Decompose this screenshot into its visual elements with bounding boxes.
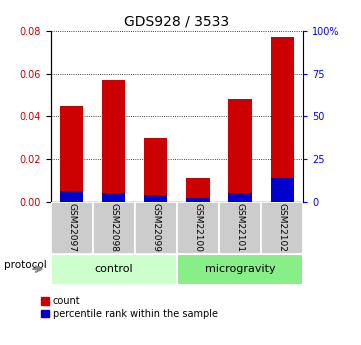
Bar	[93, 202, 135, 254]
Text: microgravity: microgravity	[205, 264, 275, 274]
Bar	[177, 254, 303, 285]
Bar	[186, 198, 209, 202]
Bar	[51, 202, 93, 254]
Text: GSM22100: GSM22100	[193, 203, 203, 252]
Bar	[60, 191, 83, 202]
Text: GSM22101: GSM22101	[236, 203, 244, 252]
Bar	[229, 99, 252, 202]
Bar	[144, 195, 168, 202]
Text: protocol: protocol	[4, 260, 47, 270]
Text: control: control	[95, 264, 133, 274]
Title: GDS928 / 3533: GDS928 / 3533	[124, 14, 230, 29]
Bar	[177, 202, 219, 254]
Bar	[102, 80, 125, 202]
Bar	[186, 178, 209, 202]
Bar	[229, 193, 252, 202]
Text: GSM22098: GSM22098	[109, 203, 118, 252]
Bar	[60, 106, 83, 202]
Bar	[261, 202, 303, 254]
Bar	[102, 193, 125, 202]
Bar	[135, 202, 177, 254]
Bar	[51, 254, 177, 285]
Legend: count, percentile rank within the sample: count, percentile rank within the sample	[41, 296, 218, 319]
Text: GSM22097: GSM22097	[67, 203, 76, 252]
Bar	[271, 178, 294, 202]
Bar	[271, 38, 294, 202]
Text: GSM22102: GSM22102	[278, 203, 287, 252]
Text: GSM22099: GSM22099	[151, 203, 160, 252]
Bar	[144, 138, 168, 202]
Bar	[219, 202, 261, 254]
